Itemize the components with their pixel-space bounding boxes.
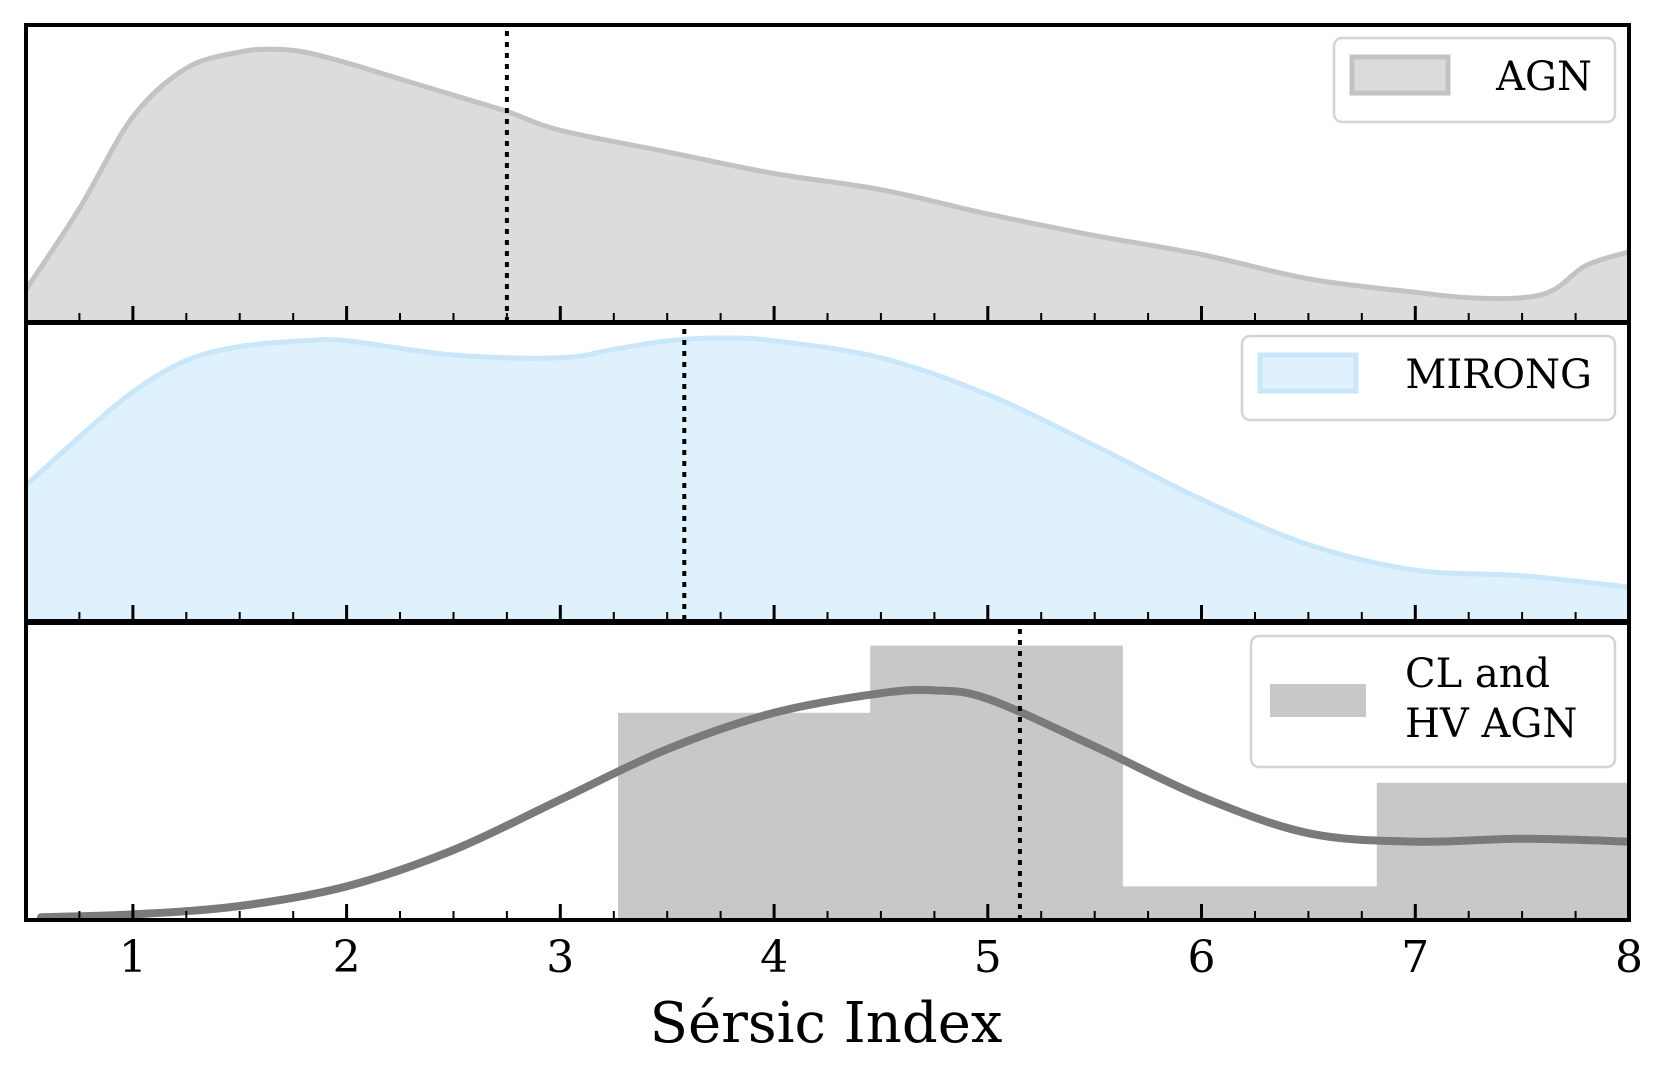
x-axis-title: Sérsic Index (650, 991, 1003, 1056)
histogram-bar-4 (1376, 782, 1628, 919)
panel-mirong: MIRONG (24, 321, 1631, 623)
panel-cl-hv-agn: CL and HV AGN (24, 621, 1631, 922)
x-tick-label-1: 1 (119, 932, 147, 983)
cl-hv-panel-frame (24, 621, 1631, 922)
legend-box (1249, 634, 1617, 769)
histogram-bar-3 (1122, 886, 1378, 919)
legend-label-agn: AGN (1495, 54, 1592, 100)
mirong-legend: MIRONG (1240, 334, 1617, 422)
agn-legend: AGN (1332, 36, 1617, 124)
legend-swatch-cl-hv (1270, 684, 1366, 717)
mirong-density-fill (27, 337, 1628, 620)
legend-label-mirong: MIRONG (1405, 352, 1592, 398)
x-tick-label-3: 3 (546, 932, 574, 983)
legend-label-cl-line2: HV AGN (1405, 701, 1577, 747)
x-tick-labels: 1 2 3 4 5 6 7 8 (119, 932, 1643, 983)
legend-label-cl-line1: CL and (1405, 651, 1550, 697)
x-tick-label-7: 7 (1401, 932, 1429, 983)
mirong-density-line (27, 335, 1628, 590)
agn-density-fill (27, 49, 1628, 321)
legend-swatch-agn (1349, 54, 1451, 96)
x-tick-label-4: 4 (760, 932, 788, 983)
histogram-bar-1 (618, 712, 871, 919)
cl-hv-histogram (618, 645, 1628, 919)
x-tick-label-5: 5 (974, 932, 1002, 983)
panel-agn: AGN (24, 23, 1631, 324)
x-tick-label-2: 2 (333, 932, 361, 983)
x-tick-label-8: 8 (1615, 932, 1643, 983)
cl-hv-density-line (37, 685, 1628, 919)
agn-density-line (27, 46, 1628, 302)
legend-swatch-mirong (1257, 352, 1359, 394)
cl-hv-legend: CL and HV AGN (1249, 634, 1617, 769)
x-tick-label-6: 6 (1188, 932, 1216, 983)
